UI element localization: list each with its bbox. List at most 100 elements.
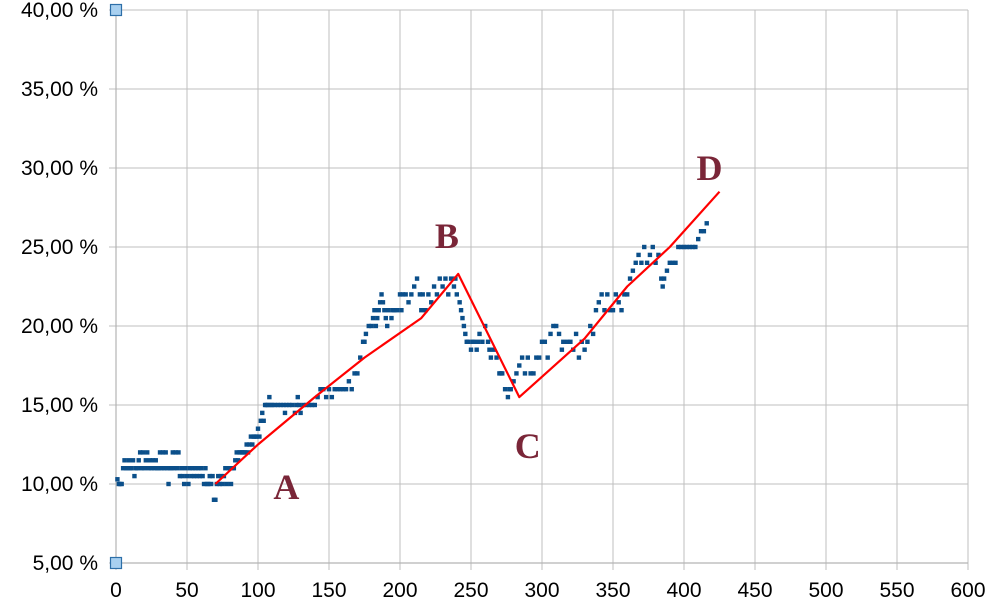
data-point xyxy=(169,466,174,471)
data-point xyxy=(181,481,187,487)
data-point xyxy=(119,481,124,487)
data-point xyxy=(505,394,511,400)
data-point xyxy=(457,300,462,305)
x-tick-label: 450 xyxy=(737,579,772,602)
data-point xyxy=(514,371,519,376)
data-point xyxy=(676,244,681,250)
tick-labels: 5,00 % 10,00 % 15,00 % 20,00 % 25,00 % 30,00 … xyxy=(21,0,986,602)
data-point xyxy=(661,276,667,281)
axis-marker xyxy=(109,3,123,17)
data-point xyxy=(619,308,624,313)
data-point xyxy=(451,284,457,289)
data-point xyxy=(140,450,146,455)
data-point xyxy=(613,292,619,297)
data-point xyxy=(423,308,428,313)
data-point xyxy=(216,473,221,479)
y-tick-label: 15,00 % xyxy=(21,394,98,417)
data-point xyxy=(173,450,178,455)
data-point xyxy=(701,229,707,234)
data-point xyxy=(670,260,675,265)
data-point xyxy=(164,466,170,471)
data-point xyxy=(534,355,539,360)
y-tick-label: 10,00 % xyxy=(21,473,98,496)
data-point xyxy=(596,300,601,305)
data-point xyxy=(318,387,323,392)
data-point xyxy=(346,379,352,384)
data-point xyxy=(179,466,184,471)
x-tick-label: 150 xyxy=(311,579,346,602)
data-point xyxy=(434,292,440,297)
data-point xyxy=(625,292,630,297)
data-point xyxy=(146,466,151,471)
data-point xyxy=(605,292,610,297)
data-point xyxy=(203,466,208,471)
data-point xyxy=(458,308,464,313)
data-point xyxy=(531,371,536,376)
axes xyxy=(115,10,968,564)
data-point xyxy=(386,308,391,313)
data-point xyxy=(551,323,556,329)
x-tick-label: 250 xyxy=(453,579,488,602)
scatter-series xyxy=(115,221,709,502)
data-point xyxy=(363,331,369,337)
data-point xyxy=(372,308,377,313)
data-point xyxy=(189,473,194,479)
data-point xyxy=(561,339,566,344)
data-point xyxy=(554,323,559,329)
data-point xyxy=(548,331,553,337)
data-point xyxy=(301,402,306,408)
data-point xyxy=(315,394,320,400)
axis-markers xyxy=(109,3,123,570)
data-point xyxy=(257,434,262,439)
data-point xyxy=(186,481,191,487)
data-point xyxy=(698,229,704,234)
data-point xyxy=(431,284,437,289)
y-tick-label: 25,00 % xyxy=(21,236,98,259)
data-point xyxy=(180,473,185,479)
data-point xyxy=(616,300,621,305)
data-point xyxy=(122,458,127,463)
data-point xyxy=(129,466,134,471)
data-point xyxy=(120,466,126,471)
data-point xyxy=(659,276,664,281)
data-point xyxy=(392,308,397,313)
data-point xyxy=(693,244,698,250)
data-point xyxy=(358,355,363,360)
data-point xyxy=(576,355,582,360)
data-point xyxy=(355,371,360,376)
x-tick-label: 200 xyxy=(382,579,417,602)
data-point xyxy=(475,339,481,344)
data-point xyxy=(196,466,201,471)
data-point xyxy=(681,244,687,250)
data-point xyxy=(137,450,143,455)
data-point xyxy=(170,450,175,455)
x-tick-label: 100 xyxy=(240,579,275,602)
data-point xyxy=(500,371,505,376)
data-point xyxy=(166,481,171,487)
data-point xyxy=(201,481,207,487)
data-point xyxy=(376,308,381,313)
annotations: A B C D xyxy=(273,148,722,507)
data-point xyxy=(366,323,371,329)
data-point xyxy=(217,481,222,487)
data-point xyxy=(593,308,599,313)
data-point xyxy=(474,347,479,352)
trend-line xyxy=(214,190,721,485)
data-point xyxy=(149,466,154,471)
data-point xyxy=(326,387,332,392)
data-point xyxy=(224,481,229,487)
data-point xyxy=(487,347,492,352)
data-point xyxy=(463,331,468,337)
data-point xyxy=(556,331,562,337)
data-point xyxy=(200,473,205,479)
data-point xyxy=(187,466,193,471)
data-point xyxy=(582,347,587,352)
data-point xyxy=(177,473,183,479)
data-point xyxy=(508,387,513,392)
data-point xyxy=(471,339,477,344)
data-point xyxy=(235,458,241,463)
data-point xyxy=(602,308,607,313)
data-point xyxy=(502,387,508,392)
data-point xyxy=(270,402,275,408)
